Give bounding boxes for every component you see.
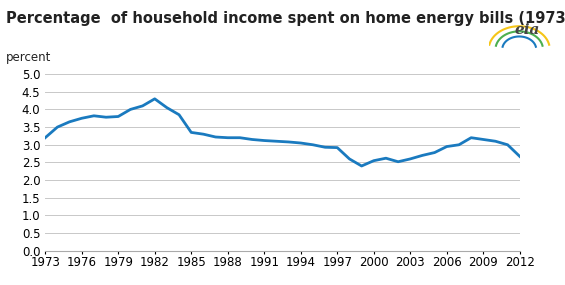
Text: percent: percent <box>6 51 51 64</box>
Text: eia: eia <box>514 23 540 37</box>
Text: Percentage  of household income spent on home energy bills (1973-2012): Percentage of household income spent on … <box>6 11 565 27</box>
